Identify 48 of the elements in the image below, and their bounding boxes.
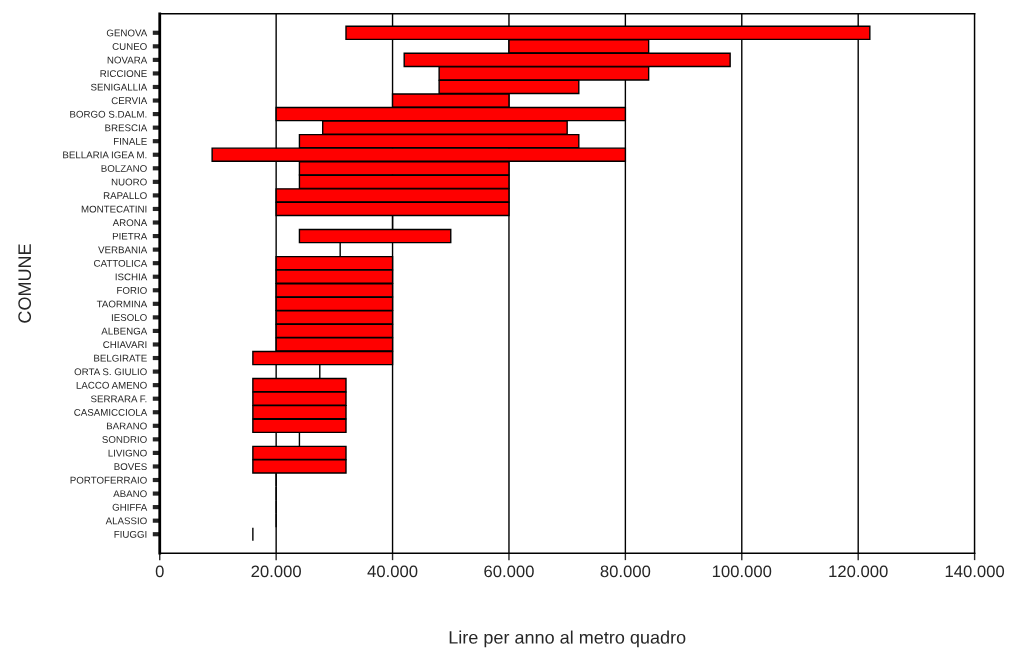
x-tick-label: 40.000 bbox=[367, 565, 418, 578]
y-tick-label: SONDRIO bbox=[102, 436, 147, 443]
y-tick-label: CASAMICCIOLA bbox=[74, 408, 148, 416]
y-tick-label: GHIFFA bbox=[112, 503, 148, 511]
y-tick-label: ORTA S. GIULIO bbox=[74, 368, 147, 376]
y-axis-title: COMUNE bbox=[18, 244, 32, 323]
y-tick-label: BOLZANO bbox=[101, 165, 147, 172]
y-tick-label: CHIAVARI bbox=[103, 341, 147, 349]
y-tick-label: SENIGALLIA bbox=[90, 83, 148, 91]
y-tick-label: FORIO bbox=[117, 287, 147, 294]
y-tick-label: PIETRA bbox=[112, 232, 148, 240]
y-tick-label: CERVIA bbox=[111, 97, 148, 105]
y-tick-label: ALBENGA bbox=[101, 327, 148, 335]
x-tick-label: 20.000 bbox=[251, 565, 301, 578]
y-tick-label: VERBANIA bbox=[98, 246, 148, 254]
x-tick-label: 120.000 bbox=[829, 565, 888, 578]
x-tick-label: 0 bbox=[155, 565, 164, 578]
y-tick-label: TAORMINA bbox=[96, 300, 148, 308]
y-tick-label: IESOLO bbox=[111, 314, 147, 321]
x-tick-label: 100.000 bbox=[712, 565, 772, 578]
y-tick-label: SERRARA F. bbox=[90, 395, 147, 403]
y-tick-label: ABANO bbox=[113, 490, 147, 498]
y-tick-label: NUORO bbox=[111, 178, 147, 186]
y-tick-label: FIUGGI bbox=[114, 530, 147, 538]
y-tick-label: GENOVA bbox=[106, 29, 148, 37]
y-tick-label: ISCHIA bbox=[115, 273, 148, 281]
y-tick-label: CUNEO bbox=[112, 43, 147, 50]
y-tick-label: FINALE bbox=[114, 138, 147, 145]
y-tick-label: NOVARA bbox=[107, 56, 148, 64]
x-tick-label: 60.000 bbox=[484, 565, 534, 578]
y-tick-label: ALASSIO bbox=[105, 517, 147, 525]
y-tick-label: LIVIGNO bbox=[108, 449, 147, 457]
y-tick-label: RICCIONE bbox=[100, 70, 147, 78]
y-tick-label: LACCO AMENO bbox=[76, 381, 147, 389]
y-tick-label: BARANO bbox=[106, 422, 147, 430]
x-tick-label: 140.000 bbox=[945, 565, 1005, 578]
x-axis-title: Lire per anno al metro quadro bbox=[449, 630, 686, 648]
y-tick-label: BELGIRATE bbox=[94, 354, 147, 362]
y-tick-label: RAPALLO bbox=[103, 192, 147, 200]
x-tick-label: 80.000 bbox=[600, 565, 651, 578]
y-tick-label: MONTECATINI bbox=[81, 205, 147, 213]
y-tick-label: BRESCIA bbox=[105, 124, 148, 132]
y-tick-label: BORGO S.DALM. bbox=[70, 110, 147, 118]
y-tick-label: ARONA bbox=[112, 219, 148, 227]
y-tick-label: BELLARIA IGEA M. bbox=[63, 151, 147, 159]
y-tick-label: CATTOLICA bbox=[94, 259, 148, 267]
y-tick-label: BOVES bbox=[114, 463, 147, 471]
y-tick-label: PORTOFERRAIO bbox=[70, 476, 147, 484]
